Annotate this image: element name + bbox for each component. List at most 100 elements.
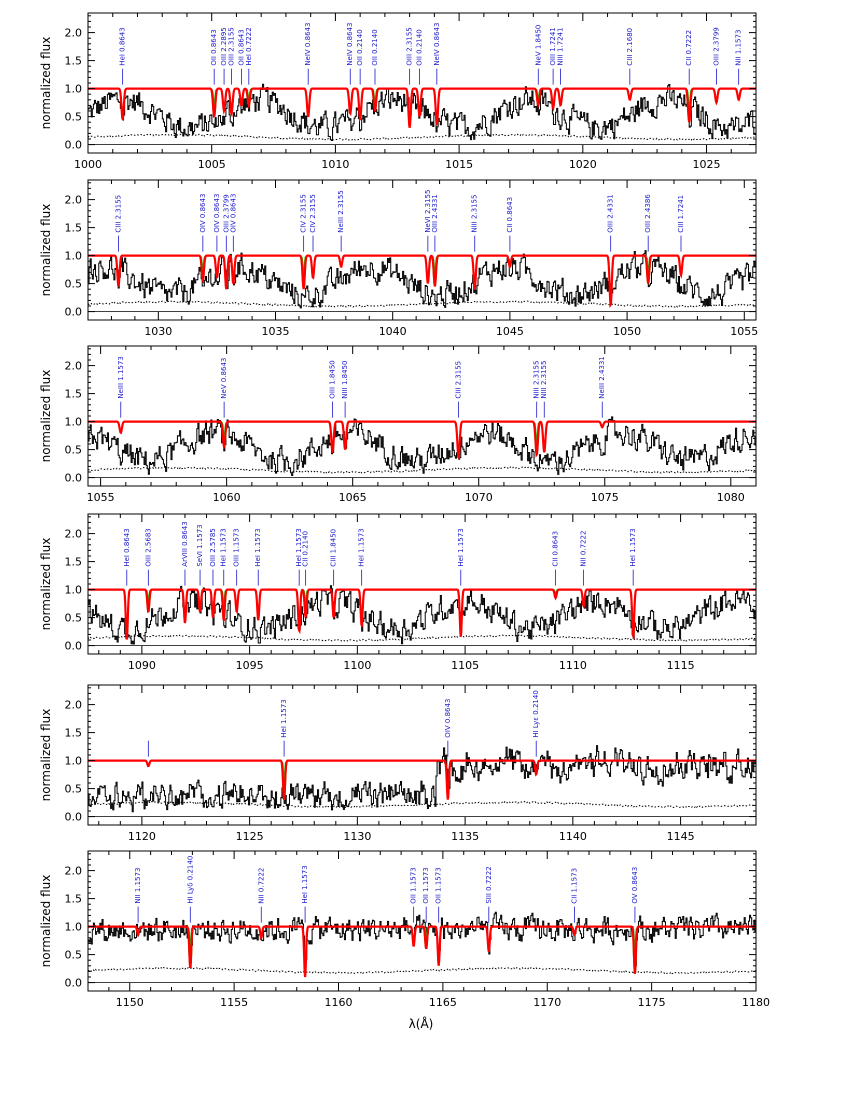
line-id-label: HeI 1.1573 xyxy=(301,865,309,903)
line-id-label: CII 0.7222 xyxy=(685,30,693,66)
x-tick-label: 1025 xyxy=(693,158,721,171)
line-id-label: OV 0.8643 xyxy=(631,867,639,904)
line-id-label: NIII 2.3155 xyxy=(533,361,541,399)
x-tick-label: 1165 xyxy=(429,996,457,1009)
line-id-label: NeV 1.8450 xyxy=(534,25,542,66)
y-tick-label: 0.5 xyxy=(65,612,83,625)
line-id-label: NII 0.7222 xyxy=(580,531,588,567)
x-tick-label: 1180 xyxy=(742,996,770,1009)
line-id-label: OIII 1.1573 xyxy=(233,528,241,566)
model-fit xyxy=(88,87,756,128)
line-id-label: CIII 2.1680 xyxy=(626,28,634,66)
y-tick-label: 0.5 xyxy=(65,949,83,962)
line-id-label: NeIII 2.4331 xyxy=(598,356,606,398)
y-tick-label: 1.0 xyxy=(65,416,83,429)
x-tick-label: 1080 xyxy=(717,491,745,504)
x-tick-label: 1175 xyxy=(638,996,666,1009)
line-id-label: OIII 2.4331 xyxy=(431,194,439,232)
observed-spectrum xyxy=(88,250,757,309)
error-spectrum xyxy=(87,800,757,809)
line-id-label: HeI 1.1573 xyxy=(254,528,262,566)
line-id-label: HeI 1.1573 xyxy=(280,699,288,737)
line-id-label: OIII 2.4386 xyxy=(644,194,652,233)
y-axis-title: normalized flux xyxy=(39,875,53,968)
x-tick-label: 1090 xyxy=(128,659,156,672)
y-tick-label: 2.0 xyxy=(65,528,83,541)
x-tick-label: 1120 xyxy=(128,830,156,843)
x-tick-label: 1110 xyxy=(559,659,587,672)
line-id-label: NeIII 1.1573 xyxy=(117,356,125,398)
y-axis-title: normalized flux xyxy=(39,370,53,463)
y-tick-label: 1.5 xyxy=(65,893,83,906)
y-tick-label: 0.0 xyxy=(65,139,83,152)
x-tick-label: 1010 xyxy=(321,158,349,171)
spectrum-panel-5: HeI 1.1573 OIV 0.8643 HI Lyε 0.2140 0.0 0.5 1… xyxy=(39,684,757,843)
x-tick-label: 1035 xyxy=(262,325,290,338)
spectrum-panel-3: NeIII 1.1573 NeV 0.8643 OIII 1.8450 NIII 1.… xyxy=(39,345,757,504)
observed-spectrum xyxy=(88,585,757,645)
line-id-label: HeI 1.1573 xyxy=(358,528,366,566)
line-id-label: HeI 0.8643 xyxy=(123,528,131,566)
line-id-label: SeVI 1.1573 xyxy=(196,524,204,566)
y-tick-label: 0.5 xyxy=(65,444,83,457)
line-id-label: NeIV 0.8643 xyxy=(433,23,441,66)
model-fit xyxy=(88,254,756,309)
line-id-label: OIII 2.3155 xyxy=(227,27,235,65)
line-id-label: NeIV 0.8643 xyxy=(346,23,354,66)
line-id-label: OIII 1.8450 xyxy=(329,360,337,398)
line-id-label: OIII 2.5683 xyxy=(144,528,152,566)
x-tick-label: 1125 xyxy=(236,830,264,843)
observed-spectrum xyxy=(88,745,757,813)
error-spectrum xyxy=(87,300,757,308)
line-id-label: NIII 2.3155 xyxy=(540,361,548,399)
line-id-label: CIV 2.3155 xyxy=(300,194,308,232)
line-id-label: OIII 2.2895 xyxy=(220,27,228,65)
line-id-label: HeI 1.1573 xyxy=(295,528,303,566)
x-axis-title: λ(Å) xyxy=(409,1016,434,1031)
y-tick-label: 1.5 xyxy=(65,556,83,569)
y-tick-label: 1.5 xyxy=(65,388,83,401)
x-tick-label: 1095 xyxy=(236,659,264,672)
line-id-label: OII 0.8643 xyxy=(210,29,218,65)
y-tick-label: 2.0 xyxy=(65,27,83,40)
line-id-label: NeIII 2.3155 xyxy=(337,190,345,232)
x-tick-label: 1105 xyxy=(451,659,479,672)
x-tick-label: 1060 xyxy=(213,491,241,504)
x-tick-label: 1145 xyxy=(667,830,695,843)
y-axis-title: normalized flux xyxy=(39,204,53,297)
y-tick-label: 1.5 xyxy=(65,727,83,740)
y-tick-label: 0.5 xyxy=(65,111,83,124)
y-tick-label: 1.5 xyxy=(65,55,83,68)
spectrum-panel-4: HeI 0.8643 OIII 2.5683 ArVIII 0.8643 SeVI 1… xyxy=(39,513,757,672)
y-tick-label: 0.0 xyxy=(65,472,83,485)
y-axis-title: normalized flux xyxy=(39,709,53,802)
line-id-label: OIII 1.7241 xyxy=(549,27,557,65)
y-tick-label: 0.0 xyxy=(65,977,83,990)
model-fit xyxy=(88,588,756,641)
x-tick-label: 1050 xyxy=(613,325,641,338)
line-id-label: SIII 0.7222 xyxy=(485,866,493,903)
line-id-label: CII 0.8643 xyxy=(506,197,514,233)
spectrum-panel-2: CIII 2.3155 OIV 0.8643 OIV 0.8643 OIII 2.37… xyxy=(39,179,758,338)
line-id-label: OIV 0.8643 xyxy=(229,194,237,233)
y-tick-label: 0.5 xyxy=(65,278,83,291)
y-tick-label: 2.0 xyxy=(65,194,83,207)
y-tick-label: 0.0 xyxy=(65,640,83,653)
x-tick-label: 1170 xyxy=(533,996,561,1009)
x-tick-label: 1140 xyxy=(559,830,587,843)
line-id-label: NIII 1.8450 xyxy=(341,361,349,399)
x-tick-label: 1055 xyxy=(730,325,758,338)
line-id-label: OII 1.1573 xyxy=(435,867,443,903)
line-id-label: NeV 0.8643 xyxy=(220,358,228,399)
x-tick-label: 1045 xyxy=(496,325,524,338)
line-id-label: CII 0.2140 xyxy=(302,531,310,567)
x-tick-label: 1015 xyxy=(445,158,473,171)
line-id-label: OII 1.1573 xyxy=(410,867,418,903)
error-spectrum xyxy=(87,634,757,642)
y-tick-label: 1.0 xyxy=(65,250,83,263)
y-tick-label: 0.0 xyxy=(65,811,83,824)
line-id-label: OII 0.2140 xyxy=(416,29,424,65)
y-axis-title: normalized flux xyxy=(39,538,53,631)
line-id-label: OII 0.2140 xyxy=(356,29,364,65)
line-id-label: CII 0.8643 xyxy=(552,531,560,567)
